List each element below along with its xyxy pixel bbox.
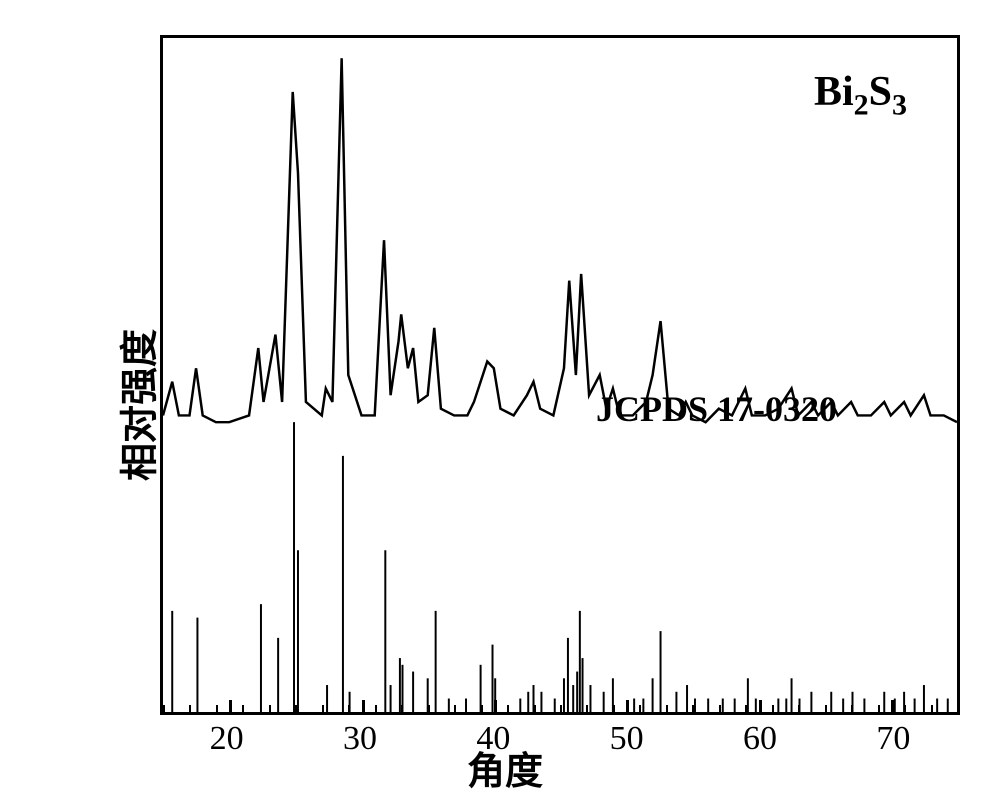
x-tick-minor — [560, 705, 562, 712]
x-tick-minor — [851, 705, 853, 712]
plot-area: Bi2S3 JCPDS 17-0320 — [160, 35, 960, 715]
x-tick-label: 50 — [610, 720, 644, 758]
x-tick-minor — [586, 705, 588, 712]
x-tick-label: 30 — [343, 720, 377, 758]
x-tick-minor — [772, 705, 774, 712]
x-tick-minor — [692, 705, 694, 712]
x-tick-minor — [878, 705, 880, 712]
x-tick-minor — [957, 705, 959, 712]
xrd-chart: 相对强度 Bi2S3 JCPDS 17-0320 203040506070 角度 — [30, 20, 980, 790]
reference-label: JCPDS 17-0320 — [596, 388, 837, 430]
x-tick-minor — [401, 705, 403, 712]
x-tick-major — [494, 700, 497, 712]
x-tick-minor — [931, 705, 933, 712]
x-tick-minor — [163, 705, 165, 712]
x-tick-minor — [428, 705, 430, 712]
y-axis-label: 相对强度 — [109, 329, 164, 481]
x-tick-labels: 203040506070 — [160, 720, 960, 760]
x-tick-major — [891, 700, 894, 712]
x-tick-minor — [295, 705, 297, 712]
xrd-plot-svg — [163, 38, 957, 712]
x-tick-minor — [639, 705, 641, 712]
x-tick-label: 20 — [210, 720, 244, 758]
x-tick-label: 60 — [743, 720, 777, 758]
x-tick-minor — [904, 705, 906, 712]
x-tick-minor — [534, 705, 536, 712]
x-tick-minor — [189, 705, 191, 712]
x-tick-minor — [719, 705, 721, 712]
x-tick-minor — [348, 705, 350, 712]
x-tick-minor — [825, 705, 827, 712]
x-tick-major — [759, 700, 762, 712]
x-tick-minor — [242, 705, 244, 712]
x-tick-minor — [269, 705, 271, 712]
x-tick-minor — [798, 705, 800, 712]
x-tick-minor — [454, 705, 456, 712]
x-tick-label: 70 — [876, 720, 910, 758]
x-tick-minor — [613, 705, 615, 712]
x-tick-minor — [216, 705, 218, 712]
compound-text: Bi2S3 — [814, 69, 907, 115]
x-tick-minor — [375, 705, 377, 712]
x-tick-minor — [507, 705, 509, 712]
x-axis-label: 角度 — [467, 740, 543, 795]
x-tick-minor — [666, 705, 668, 712]
x-tick-major — [626, 700, 629, 712]
x-tick-minor — [322, 705, 324, 712]
x-tick-minor — [481, 705, 483, 712]
x-tick-minor — [745, 705, 747, 712]
x-tick-major — [362, 700, 365, 712]
compound-label: Bi2S3 — [814, 68, 907, 122]
x-tick-major — [229, 700, 232, 712]
